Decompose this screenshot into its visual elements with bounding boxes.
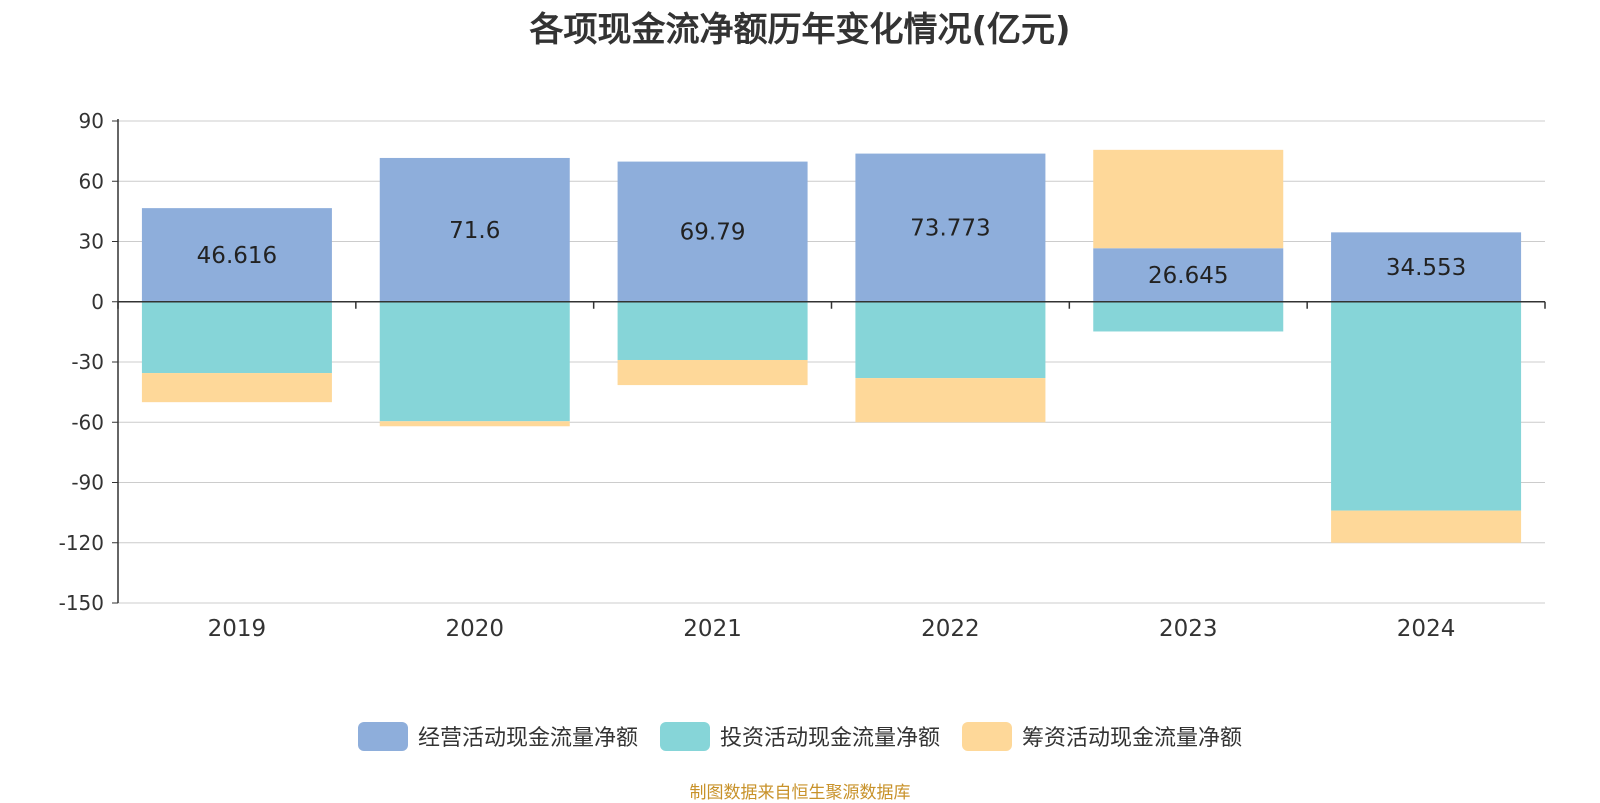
legend-label-operating: 经营活动现金流量净额: [417, 726, 638, 751]
legend-swatch-operating: [357, 721, 408, 751]
x-tick-label-2021: 2021: [683, 616, 742, 642]
y-tick-label: -60: [71, 410, 104, 434]
legend-swatch-financing: [962, 721, 1012, 751]
y-tick-label: 90: [79, 109, 104, 133]
x-tick-label-2020: 2020: [445, 616, 504, 642]
bar-operating-2019: [141, 208, 332, 302]
y-tick-label: -90: [71, 471, 104, 495]
bar-investing-2021: [617, 301, 808, 360]
bar-financing-2020: [379, 421, 570, 427]
data-label-2024: 34.553: [1386, 255, 1466, 281]
chart-title: 各项现金流净额历年变化情况(亿元): [529, 10, 1071, 50]
source-note: 制图数据来自恒生聚源数据库: [689, 783, 911, 803]
legend-item-investing[interactable]: 投资活动现金流量净额: [659, 720, 940, 752]
bar-investing-2019: [141, 301, 332, 374]
bar-financing-2023: [1093, 149, 1284, 249]
legend-label-financing: 筹资活动现金流量净额: [1022, 726, 1243, 751]
y-tick-label: 0: [91, 290, 104, 314]
bar-investing-2023: [1093, 301, 1284, 332]
bar-operating-2020: [379, 157, 570, 302]
bar-financing-2021: [617, 359, 808, 386]
bar-investing-2024: [1331, 301, 1522, 511]
legend-item-operating[interactable]: 经营活动现金流量净额: [357, 720, 638, 752]
bar-financing-2024: [1331, 510, 1522, 543]
x-tick-label-2024: 2024: [1397, 616, 1456, 642]
data-label-2023: 26.645: [1148, 263, 1228, 289]
x-tick-label-2019: 2019: [208, 616, 267, 642]
bar-financing-2019: [141, 373, 332, 403]
bar-operating-2022: [855, 153, 1046, 302]
legend: 经营活动现金流量净额 投资活动现金流量净额 筹资活动现金流量净额: [0, 720, 1600, 752]
y-tick-label: -120: [59, 531, 104, 555]
legend-label-investing: 投资活动现金流量净额: [719, 726, 940, 751]
y-tick-label: -30: [71, 350, 104, 374]
bar-operating-2023: [1093, 248, 1284, 302]
chart-plot: 90 60 30 0 -30 -60 -90 -120 -150 46.616 71.6 69.79 7…: [59, 109, 1546, 642]
bar-operating-2021: [617, 161, 808, 302]
legend-swatch-investing: [659, 721, 710, 751]
bar-financing-2022: [855, 378, 1046, 423]
data-label-2020: 71.6: [449, 218, 500, 244]
bar-operating-2024: [1331, 232, 1522, 302]
bar-investing-2020: [379, 301, 570, 422]
legend-item-financing[interactable]: 筹资活动现金流量净额: [962, 720, 1242, 752]
data-label-2019: 46.616: [197, 243, 277, 269]
x-tick-label-2022: 2022: [921, 616, 980, 642]
y-tick-label: -150: [59, 591, 104, 615]
data-label-2021: 69.79: [680, 220, 746, 246]
y-tick-label: 30: [79, 230, 104, 254]
bar-investing-2022: [855, 301, 1046, 379]
y-tick-label: 60: [79, 169, 104, 193]
x-tick-label-2023: 2023: [1159, 616, 1218, 642]
data-label-2022: 73.773: [910, 216, 990, 242]
